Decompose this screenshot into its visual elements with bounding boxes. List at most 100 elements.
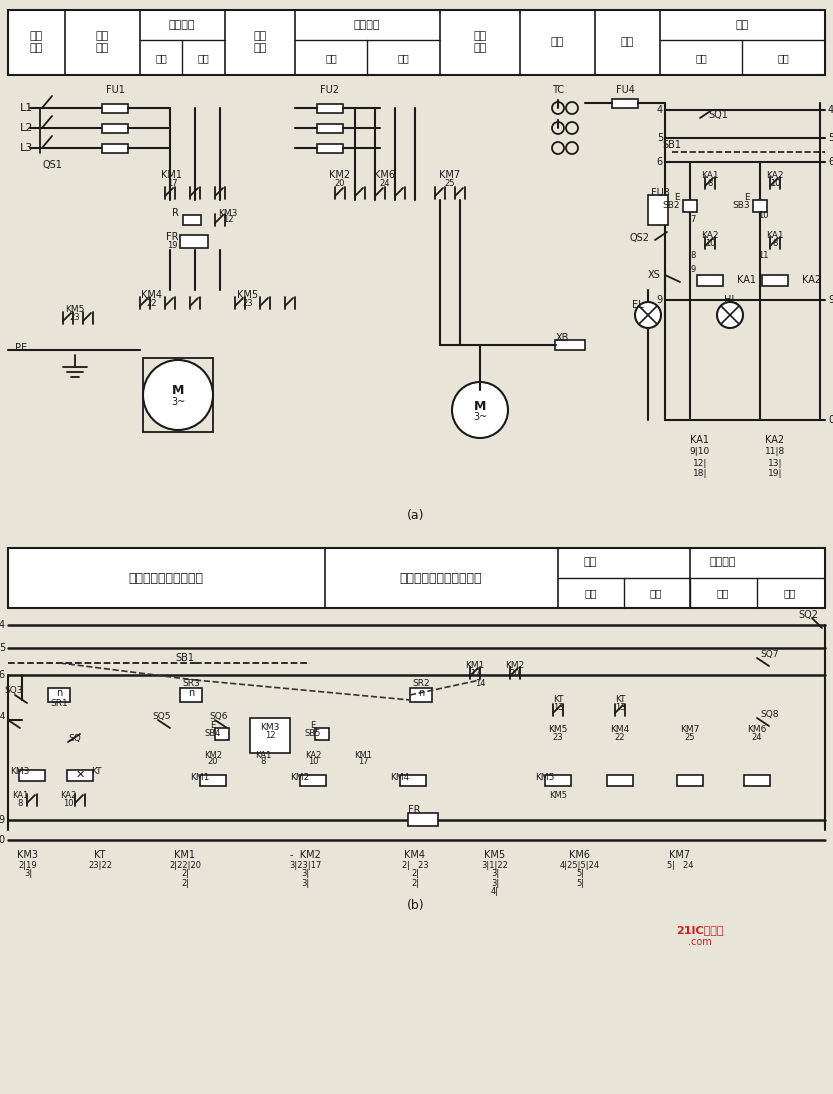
Text: 照明: 照明: [551, 37, 564, 47]
Text: SQ4: SQ4: [0, 712, 6, 722]
Circle shape: [452, 382, 508, 438]
Text: KM3: KM3: [218, 209, 237, 218]
Text: XS: XS: [647, 270, 660, 280]
Text: KM6: KM6: [747, 725, 766, 734]
Text: KT: KT: [553, 696, 563, 705]
Text: KM4: KM4: [142, 290, 162, 300]
Text: EL: EL: [632, 300, 644, 310]
Text: 11: 11: [758, 251, 768, 259]
Text: 23: 23: [242, 299, 253, 307]
Text: KA1: KA1: [691, 435, 710, 445]
Text: 反向: 反向: [784, 587, 796, 598]
Text: KM1: KM1: [354, 750, 372, 759]
Text: M: M: [172, 384, 184, 397]
Text: R: R: [172, 208, 179, 218]
Text: SB3: SB3: [732, 200, 750, 209]
Text: 2|: 2|: [411, 870, 419, 878]
Text: PE: PE: [15, 344, 27, 353]
Text: 23|22: 23|22: [88, 861, 112, 870]
Bar: [762, 275, 788, 286]
Text: KM5: KM5: [548, 725, 567, 734]
Bar: [102, 124, 128, 133]
Text: KT: KT: [94, 850, 106, 860]
Text: 电源
开关: 电源 开关: [29, 32, 42, 53]
Text: 3|: 3|: [491, 878, 499, 887]
Bar: [300, 775, 326, 785]
Text: FU1: FU1: [106, 85, 124, 95]
Text: 10: 10: [307, 757, 318, 767]
Text: QS2: QS2: [630, 233, 650, 243]
Text: n: n: [188, 688, 194, 698]
Text: 23: 23: [552, 733, 563, 743]
Text: 短路
保护: 短路 保护: [95, 32, 108, 53]
Text: 19|: 19|: [768, 469, 782, 478]
Text: 4|: 4|: [491, 887, 499, 896]
Text: SQ3: SQ3: [5, 686, 23, 695]
Bar: [200, 775, 226, 785]
Bar: [317, 144, 343, 153]
Bar: [612, 98, 638, 108]
Text: 信号: 信号: [621, 37, 634, 47]
Text: 24: 24: [751, 733, 762, 743]
Text: n: n: [418, 688, 424, 698]
Bar: [555, 340, 585, 350]
Text: 0: 0: [0, 835, 5, 845]
Text: 8: 8: [707, 178, 713, 187]
Text: SR1: SR1: [50, 698, 67, 708]
Bar: [410, 688, 432, 702]
Text: 25: 25: [445, 178, 456, 187]
Text: 4|25|5|24: 4|25|5|24: [560, 861, 600, 870]
Text: 3|: 3|: [301, 870, 309, 878]
Text: KM7: KM7: [681, 725, 700, 734]
Text: KT: KT: [615, 696, 626, 705]
Text: 25: 25: [685, 733, 696, 743]
Text: 3|1|22: 3|1|22: [481, 861, 508, 870]
Text: SB4: SB4: [205, 729, 222, 737]
Circle shape: [717, 302, 743, 328]
Text: KM3: KM3: [10, 768, 30, 777]
Text: KA2: KA2: [802, 275, 821, 286]
Text: 10: 10: [705, 238, 716, 247]
Text: 9: 9: [828, 295, 833, 305]
Text: SB1: SB1: [662, 140, 681, 150]
Text: 主轴: 主轴: [583, 557, 596, 567]
Bar: [8, 548, 825, 608]
Bar: [648, 195, 668, 225]
Text: (a): (a): [407, 509, 425, 522]
Bar: [317, 104, 343, 113]
Bar: [8, 10, 825, 75]
Text: 10: 10: [758, 210, 768, 220]
Text: KM1: KM1: [174, 850, 196, 860]
Text: 3|: 3|: [491, 870, 499, 878]
Text: 2|   23: 2| 23: [402, 861, 428, 870]
Text: 进给电机: 进给电机: [354, 20, 380, 30]
Text: SR2: SR2: [412, 678, 430, 687]
Text: KM1: KM1: [162, 170, 182, 181]
Text: 主轴电机: 主轴电机: [169, 20, 195, 30]
Text: KM2: KM2: [204, 750, 222, 759]
Text: SQ2: SQ2: [798, 610, 818, 620]
Text: 12: 12: [222, 216, 233, 224]
Text: 9: 9: [0, 815, 5, 825]
Text: 8: 8: [772, 238, 778, 247]
Text: 17: 17: [167, 178, 177, 187]
Text: 13: 13: [615, 703, 626, 712]
Text: KM5: KM5: [65, 305, 85, 314]
Text: 8: 8: [260, 757, 266, 767]
Bar: [102, 144, 128, 153]
Text: -  KM2: - KM2: [290, 850, 321, 860]
Text: 2|: 2|: [181, 878, 189, 887]
Bar: [545, 775, 571, 785]
Text: KM5: KM5: [237, 290, 258, 300]
Text: KM1: KM1: [190, 773, 210, 782]
Text: 3|: 3|: [301, 878, 309, 887]
Text: 12: 12: [265, 732, 275, 741]
Text: E: E: [311, 722, 316, 731]
Bar: [143, 358, 213, 432]
Text: KM6: KM6: [570, 850, 591, 860]
Text: 快速移动: 快速移动: [710, 557, 736, 567]
Bar: [744, 775, 770, 785]
Text: 5: 5: [656, 133, 663, 143]
Text: 5|   24: 5| 24: [666, 861, 693, 870]
Text: 0: 0: [828, 415, 833, 424]
